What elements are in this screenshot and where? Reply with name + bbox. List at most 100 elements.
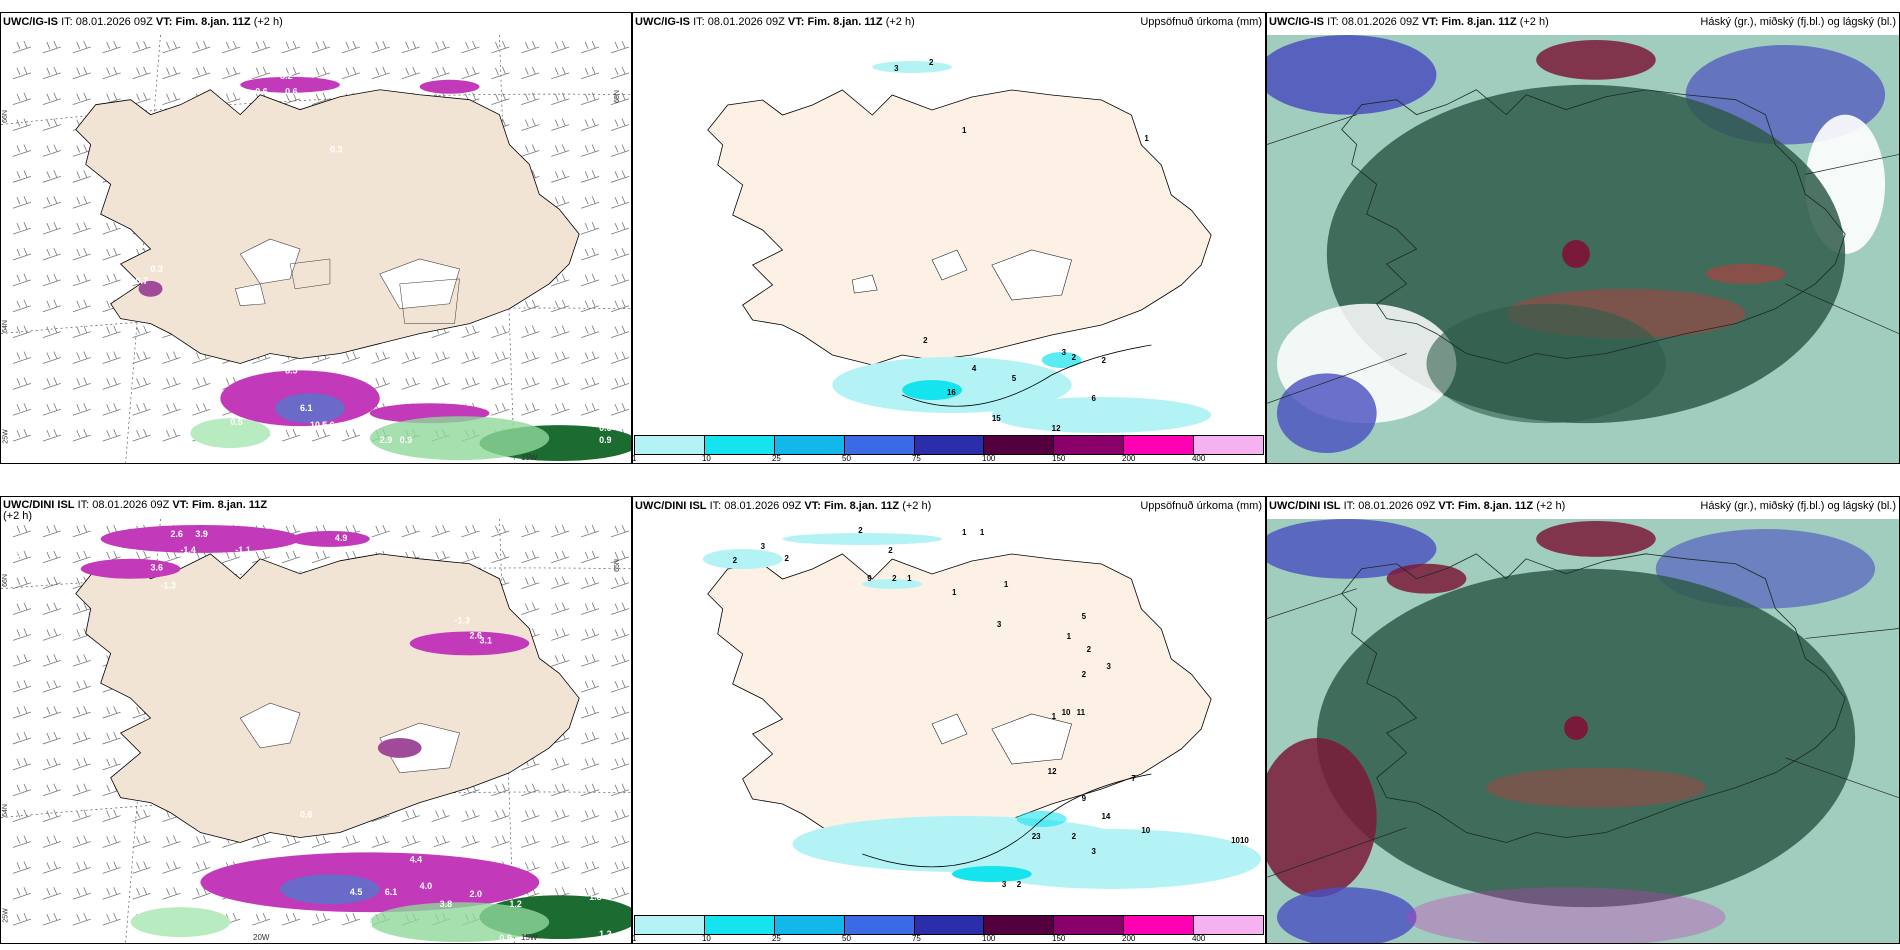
colorbar-tick: 400	[1191, 454, 1206, 463]
colorbar-segment	[1054, 916, 1125, 934]
colorbar-segment	[914, 436, 985, 454]
value-label: 3	[1002, 880, 1007, 889]
colorbar-segment	[1124, 916, 1195, 934]
colorbar-tick: 200	[1122, 934, 1136, 943]
colorbar-tick: 10	[701, 454, 711, 463]
value-label: 2	[888, 546, 893, 555]
lon-label: 20W	[253, 933, 270, 942]
colorbar-segment	[984, 916, 1055, 934]
value-label: 12	[1048, 767, 1057, 776]
lat-label: 65N	[613, 90, 621, 103]
value-label: 4	[972, 364, 977, 373]
value-label: 5	[1082, 612, 1087, 621]
colorbar-tick: 100	[982, 454, 996, 463]
value-label: 16	[947, 388, 956, 397]
value-label: 4.0	[420, 881, 432, 891]
panel-row1-clouds[interactable]: UWC/IG-IS IT: 08.01.2026 09Z VT: Fim. 8.…	[1266, 12, 1900, 464]
value-label: 1	[907, 574, 912, 583]
value-label: 3	[761, 542, 766, 551]
value-label: 4.4	[410, 854, 422, 864]
colorbar-segment	[1194, 436, 1264, 454]
colorbar-ticks: 1 10 25 50 75 100 150 200 400	[632, 454, 1264, 463]
value-label: 1	[952, 588, 957, 597]
precip-blobs	[138, 76, 631, 462]
value-label: 7	[1131, 774, 1136, 783]
colorbar-tick: 25	[771, 454, 781, 463]
colorbar-tick: 75	[911, 934, 921, 943]
value-label: 1	[1067, 632, 1072, 641]
panel-title: UWC/IG-IS IT: 08.01.2026 09Z VT: Fim. 8.…	[635, 16, 915, 28]
value-label: 10.5	[310, 420, 327, 430]
value-label: 3.1	[479, 635, 491, 645]
value-label: 2.6	[470, 630, 482, 640]
lat-label: 66N	[1, 110, 9, 123]
value-label: 1	[980, 528, 985, 537]
value-label: 3	[1092, 847, 1097, 856]
value-label: -1.5	[26, 547, 41, 557]
cloud-cover-map[interactable]	[1267, 35, 1899, 463]
iceland-land	[75, 89, 580, 364]
value-label: 2	[923, 336, 928, 345]
colorbar-segment	[635, 436, 705, 454]
lon-label: 15W	[521, 933, 538, 942]
lat-label: 64N	[1, 320, 9, 333]
value-label: 2	[892, 574, 897, 583]
cloud-cover-map[interactable]	[1267, 519, 1899, 943]
colorbar-tick: 1	[632, 454, 637, 463]
value-label: 2	[929, 58, 934, 67]
colorbar-tick: 50	[842, 454, 851, 463]
value-label: 2.9	[380, 435, 392, 445]
wind-temperature-map[interactable]: -1.7 -1.52.6 3.9-1.4 -1.14.93.6-1.3-1.32.63…	[1, 519, 631, 943]
colorbar-tick: 150	[1052, 454, 1066, 463]
value-label: 0.6	[285, 87, 297, 97]
value-label: -1.3	[455, 616, 470, 626]
panel-title: UWC/DINI ISL IT: 08.01.2026 09Z VT: Fim.…	[1269, 500, 1566, 512]
value-label: 1	[1144, 134, 1149, 143]
panel-row2-temperature[interactable]: UWC/DINI ISL IT: 08.01.2026 09Z VT: Fim.…	[0, 496, 632, 944]
value-label: 5.6	[322, 420, 334, 430]
colorbar-segment	[774, 436, 845, 454]
panel-subtitle: Háský (gr.), miðský (fj.bl.) og lágský (…	[1700, 500, 1896, 512]
colorbar-segment	[1054, 436, 1125, 454]
panel-title: UWC/IG-IS IT: 08.01.2026 09Z VT: Fim. 8.…	[1269, 16, 1549, 28]
precipitation-colorbar	[634, 435, 1264, 455]
value-label: 4.9	[335, 533, 347, 543]
panel-row1-temperature[interactable]: UWC/IG-IS IT: 08.01.2026 09Z VT: Fim. 8.…	[0, 12, 632, 464]
panel-row1-precipitation[interactable]: UWC/IG-IS IT: 08.01.2026 09Z VT: Fim. 8.…	[632, 12, 1266, 464]
value-label: 2.3	[479, 849, 491, 859]
value-label: 0.6	[255, 87, 267, 97]
panel-row2-clouds[interactable]: UWC/DINI ISL IT: 08.01.2026 09Z VT: Fim.…	[1266, 496, 1900, 944]
value-label: 9	[1082, 794, 1087, 803]
value-label: 5	[1012, 374, 1017, 383]
value-label: 0.9	[499, 933, 511, 943]
panel-subtitle: Háský (gr.), miðský (fj.bl.) og lágský (…	[1700, 16, 1896, 28]
colorbar-tick: 150	[1052, 934, 1066, 943]
value-label: 2.0	[470, 889, 482, 899]
wind-temperature-map[interactable]: 3.20.6 0.60.30.30.78.56.110.55.62.9 0.90.3…	[1, 35, 631, 463]
colorbar-segment	[984, 436, 1055, 454]
colorbar-tick: 75	[911, 454, 921, 463]
lat-label: 65N	[613, 559, 621, 572]
value-label: 3	[1107, 662, 1112, 671]
panel-row2-precipitation[interactable]: UWC/DINI ISL IT: 08.01.2026 09Z VT: Fim.…	[632, 496, 1266, 944]
value-label: 0.3	[330, 144, 342, 154]
value-label: 10	[1062, 708, 1071, 717]
panel-title: UWC/DINI ISL IT: 08.01.2026 09Z VT: Fim.…	[635, 500, 932, 512]
colorbar-tick: 1	[632, 934, 637, 943]
value-label: 23	[1032, 832, 1041, 841]
colorbar-segment	[635, 916, 705, 934]
value-label: 0.3	[340, 445, 352, 455]
value-label: 3.2	[280, 71, 292, 81]
value-label: 2	[1072, 832, 1077, 841]
value-label: 2.6	[170, 529, 182, 539]
value-label: 6.1	[300, 403, 312, 413]
value-label: 6.1	[385, 887, 397, 897]
panel-title: UWC/IG-IS IT: 08.01.2026 09Z VT: Fim. 8.…	[3, 16, 283, 28]
value-label: 4.6	[430, 844, 442, 854]
value-label: 3.6	[151, 563, 163, 573]
value-label: 11	[1077, 708, 1086, 717]
